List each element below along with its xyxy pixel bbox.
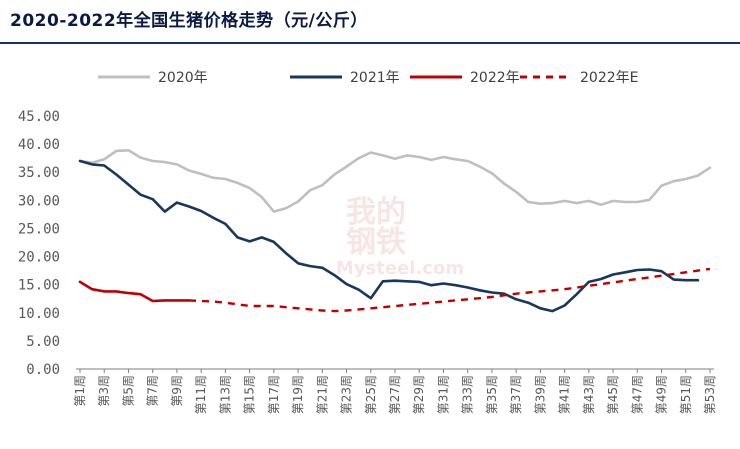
x-tick-label: 第23周 (340, 375, 354, 414)
watermark-bottom: Mysteel.com (336, 258, 464, 279)
series-line-3 (78, 280, 191, 303)
legend-label-1: 2020年 (158, 70, 208, 86)
y-tick-label: 30.00 (18, 193, 60, 209)
y-tick-label: 40.00 (18, 137, 60, 153)
title-divider (0, 42, 740, 44)
legend-label-2: 2021年 (350, 70, 400, 86)
y-tick-label: 45.00 (18, 109, 60, 125)
chart-title: 2020-2022年全国生猪价格走势（元/公斤） (10, 11, 368, 31)
watermark: 我的 钢铁 Mysteel.com (336, 195, 464, 279)
x-tick-label: 第17周 (267, 375, 281, 414)
x-tick-label: 第33周 (461, 375, 475, 414)
x-tick-label: 第41周 (558, 375, 572, 414)
y-tick-label: 10.00 (18, 306, 60, 322)
series-line-4 (188, 267, 711, 313)
y-tick-label: 20.00 (18, 250, 60, 266)
x-tick-label: 第19周 (291, 375, 305, 414)
x-tick-label: 第21周 (315, 375, 329, 414)
watermark-middle: 钢铁 (346, 225, 406, 260)
x-tick-label: 第1周 (73, 375, 87, 407)
y-tick-label: 15.00 (18, 278, 60, 294)
series-line-1 (78, 149, 712, 213)
x-tick-label: 第15周 (243, 375, 257, 414)
y-tick-label: 5.00 (26, 334, 60, 350)
y-tick-label: 35.00 (18, 165, 60, 181)
y-tick-label: 0.00 (26, 362, 60, 378)
x-tick-label: 第31周 (436, 375, 450, 414)
x-tick-label: 第37周 (509, 375, 523, 414)
plot-area (78, 149, 712, 313)
x-tick-label: 第29周 (412, 375, 426, 414)
watermark-top: 我的 (346, 195, 406, 230)
x-tick-label: 第45周 (606, 375, 620, 414)
x-tick-label: 第25周 (364, 375, 378, 414)
y-axis: 0.00 5.00 10.00 15.00 20.00 25.00 30.00 35.00 40… (18, 109, 60, 378)
x-tick-label: 第51周 (679, 375, 693, 414)
x-tick-label: 第11周 (194, 375, 208, 414)
x-tick-label: 第49周 (655, 375, 669, 414)
x-tick-label: 第13周 (218, 375, 232, 414)
x-axis: 第1周 第3周 第5周 第7周 第9周 第11周 第13周 第15周 第17周 第19周 第21周第… (73, 368, 717, 414)
x-tick-label: 第53周 (703, 375, 717, 414)
y-tick-label: 25.00 (18, 221, 60, 237)
x-tick-label: 第43周 (582, 375, 596, 414)
x-tick-label: 第47周 (630, 375, 644, 414)
legend-label-4: 2022年E (580, 70, 638, 86)
x-tick-label: 第3周 (97, 375, 111, 407)
chart-legend: 2020年 2021年 2022年 2022年E (98, 70, 638, 86)
x-tick-label: 第35周 (485, 375, 499, 414)
x-tick-label: 第5周 (121, 375, 135, 407)
x-tick-label: 第7周 (146, 375, 160, 407)
legend-label-3: 2022年 (470, 70, 520, 86)
x-tick-label: 第27周 (388, 375, 402, 414)
series-line-2 (78, 159, 700, 313)
x-tick-label: 第9周 (170, 375, 184, 407)
x-tick-label: 第39周 (533, 375, 547, 414)
